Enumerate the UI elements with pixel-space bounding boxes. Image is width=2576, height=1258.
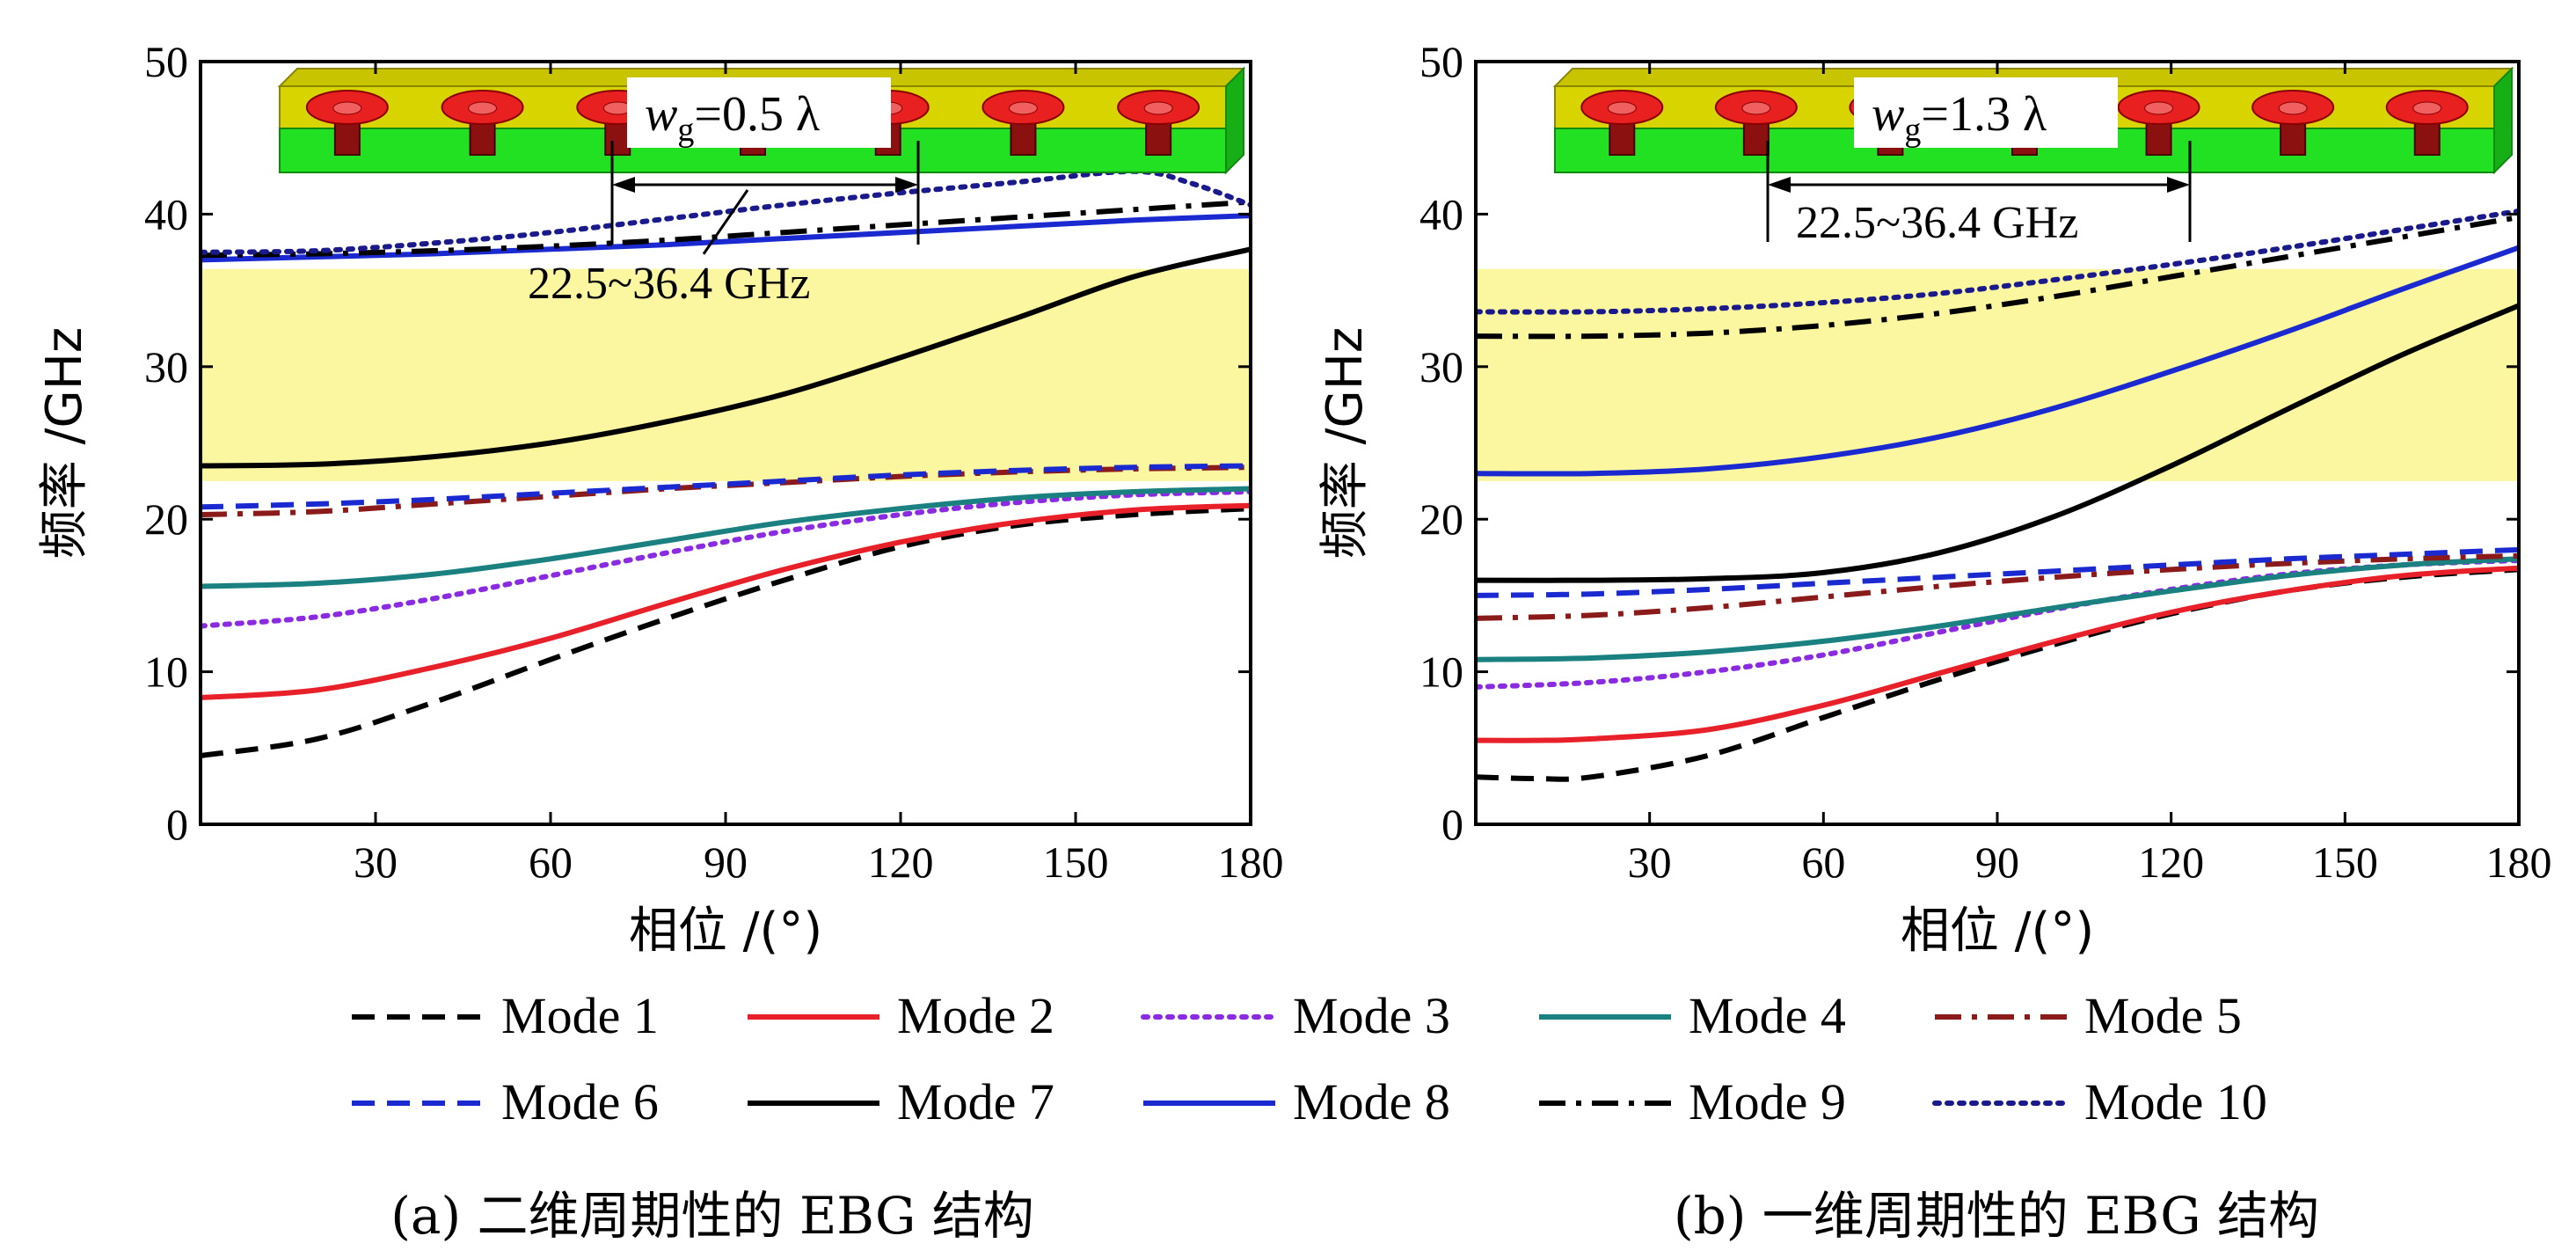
wg-label: wg=0.5 λ bbox=[645, 87, 820, 149]
y-tick-label: 50 bbox=[1419, 37, 1463, 86]
wg-label: wg=1.3 λ bbox=[1872, 87, 2047, 149]
series-line-mode-4 bbox=[1476, 556, 2519, 662]
series-line-mode-1 bbox=[201, 506, 1251, 758]
patch-via-hole bbox=[2278, 101, 2308, 115]
y-axis-title: 频率 /GHz bbox=[36, 327, 93, 560]
arrow-head-left bbox=[612, 177, 635, 193]
legend-label: Mode 1 bbox=[501, 987, 659, 1044]
panel-caption: (b) 一维周期性的 EBG 结构 bbox=[1674, 1186, 2319, 1246]
patch-via-hole bbox=[1143, 101, 1173, 115]
patch-via-hole bbox=[332, 101, 362, 115]
x-tick-label: 150 bbox=[2312, 837, 2378, 887]
legend-item-mode-6: Mode 6 bbox=[352, 1073, 659, 1130]
chart-panel-b: wg=1.3 λ 22.5~36.4 GHz 0 10 20 30 40 50 30 60 90 12… bbox=[1317, 37, 2552, 1246]
y-axis-title: 频率 /GHz bbox=[1317, 327, 1374, 560]
y-tick-label: 10 bbox=[1419, 647, 1463, 697]
x-tick-label: 120 bbox=[868, 837, 934, 887]
x-axis-title: 相位 /(°) bbox=[1901, 903, 2094, 960]
band-label: 22.5~36.4 GHz bbox=[528, 259, 810, 309]
arrow-head-right bbox=[2167, 177, 2190, 193]
band-label: 22.5~36.4 GHz bbox=[1796, 198, 2078, 248]
patch-via-hole bbox=[2412, 101, 2442, 115]
legend-item-mode-9: Mode 9 bbox=[1539, 1073, 1846, 1130]
legend-item-mode-1: Mode 1 bbox=[352, 987, 659, 1044]
bandgap-highlight bbox=[201, 268, 1251, 481]
wg-dimension-annotation bbox=[1766, 141, 2192, 242]
x-axis-title: 相位 /(°) bbox=[629, 903, 822, 960]
patch-via-hole bbox=[1741, 101, 1771, 115]
x-tick-label: 90 bbox=[1975, 837, 2019, 887]
patch-via-hole bbox=[2144, 101, 2174, 115]
legend-label: Mode 10 bbox=[2084, 1073, 2267, 1130]
y-tick-label: 30 bbox=[144, 342, 188, 391]
series-line-mode-10 bbox=[1476, 208, 2519, 315]
series-line-mode-1 bbox=[1476, 567, 2519, 782]
series-line-mode-4 bbox=[201, 486, 1251, 589]
y-tick-label: 20 bbox=[144, 494, 188, 544]
band-label-leader bbox=[702, 189, 749, 255]
legend-label: Mode 2 bbox=[897, 987, 1054, 1044]
x-tick-label: 90 bbox=[704, 837, 748, 887]
x-tick-label: 60 bbox=[529, 837, 573, 887]
legend-item-mode-2: Mode 2 bbox=[748, 987, 1054, 1044]
series-line-mode-7 bbox=[201, 246, 1251, 469]
legend-item-mode-4: Mode 4 bbox=[1539, 987, 1846, 1044]
y-tick-label: 30 bbox=[1419, 342, 1463, 391]
y-tick-label: 40 bbox=[1419, 189, 1463, 238]
chart-panel-a: wg=0.5 λ 22.5~36.4 GHz 0 10 20 30 40 50 30 60 90 12… bbox=[36, 37, 1284, 1246]
substrate-side-face bbox=[1225, 66, 1244, 175]
legend-item-mode-5: Mode 5 bbox=[1935, 987, 2242, 1044]
series-group bbox=[1476, 208, 2519, 782]
series-line-mode-7 bbox=[1476, 303, 2519, 583]
y-tick-label: 0 bbox=[166, 800, 188, 849]
y-tick-label: 10 bbox=[144, 647, 188, 697]
series-line-mode-3 bbox=[201, 489, 1251, 629]
legend-label: Mode 6 bbox=[501, 1073, 659, 1130]
legend-item-mode-8: Mode 8 bbox=[1143, 1073, 1450, 1130]
x-tick-label: 30 bbox=[1628, 837, 1672, 887]
wg-label-box bbox=[627, 77, 891, 148]
panel-caption: (a) 二维周期性的 EBG 结构 bbox=[390, 1186, 1034, 1246]
legend-item-mode-3: Mode 3 bbox=[1141, 987, 1450, 1044]
y-tick-label: 50 bbox=[144, 37, 188, 86]
legend-label: Mode 3 bbox=[1293, 987, 1450, 1044]
y-tick-label: 0 bbox=[1441, 800, 1463, 849]
patch-via-hole bbox=[468, 101, 498, 115]
wg-dimension-annotation bbox=[610, 141, 920, 255]
arrow-head-right bbox=[895, 177, 918, 193]
wg-label-box bbox=[1854, 77, 2118, 148]
series-line-mode-2 bbox=[201, 502, 1251, 701]
x-tick-label: 180 bbox=[2486, 837, 2552, 887]
bandgap-highlight bbox=[1476, 268, 2519, 481]
legend-label: Mode 5 bbox=[2084, 987, 2242, 1044]
series-line-mode-6 bbox=[1476, 546, 2519, 598]
arrow-head-left bbox=[1768, 177, 1791, 193]
legend-label: Mode 4 bbox=[1689, 987, 1846, 1044]
patch-via-hole bbox=[1607, 101, 1637, 115]
series-line-mode-9 bbox=[1476, 214, 2519, 340]
series-line-mode-5 bbox=[201, 464, 1251, 517]
legend-label: Mode 7 bbox=[897, 1073, 1054, 1130]
y-tick-label: 40 bbox=[144, 189, 188, 238]
legend-label: Mode 8 bbox=[1293, 1073, 1450, 1130]
y-tick-label: 20 bbox=[1419, 494, 1463, 544]
legend-item-mode-10: Mode 10 bbox=[1932, 1073, 2267, 1130]
series-line-mode-9 bbox=[201, 199, 1251, 259]
legend: Mode 1 Mode 2 Mode 3 Mode 4 Mode 5 Mode 6 Mode… bbox=[352, 987, 2267, 1130]
patch-via-hole bbox=[1008, 101, 1038, 115]
x-tick-label: 60 bbox=[1801, 837, 1845, 887]
legend-label: Mode 9 bbox=[1689, 1073, 1846, 1130]
x-tick-label: 180 bbox=[1218, 837, 1284, 887]
x-tick-label: 30 bbox=[354, 837, 398, 887]
chart-panels: wg=0.5 λ 22.5~36.4 GHz 0 10 20 30 40 50 30 60 90 12… bbox=[36, 37, 2552, 1246]
series-line-mode-5 bbox=[1476, 552, 2519, 621]
series-line-mode-8 bbox=[1476, 245, 2519, 477]
series-line-mode-2 bbox=[1476, 565, 2519, 743]
substrate-side-face bbox=[2493, 66, 2513, 175]
x-tick-label: 150 bbox=[1043, 837, 1109, 887]
legend-item-mode-7: Mode 7 bbox=[748, 1073, 1054, 1130]
x-tick-label: 120 bbox=[2138, 837, 2204, 887]
series-line-mode-8 bbox=[201, 213, 1251, 263]
